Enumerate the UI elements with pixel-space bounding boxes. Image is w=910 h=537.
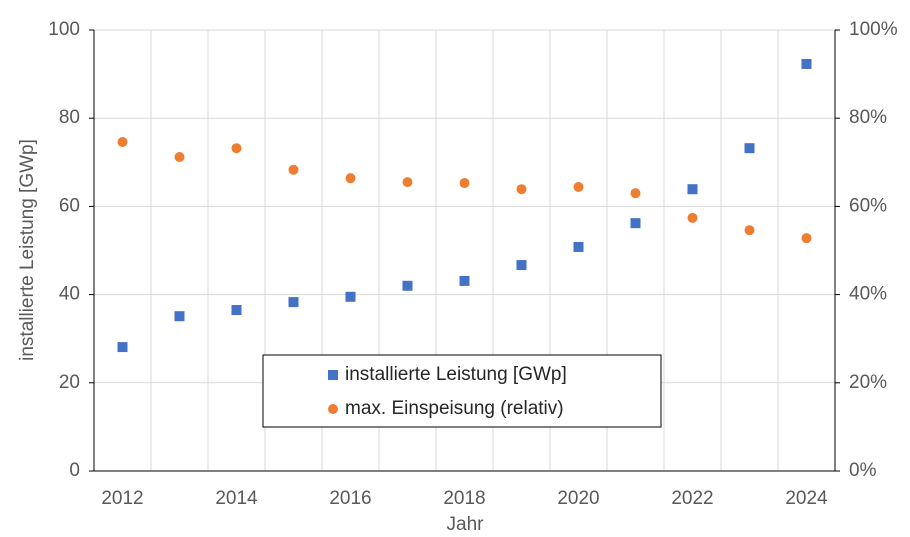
point: [117, 342, 128, 353]
y-tick-label: 0: [69, 460, 80, 481]
point: [459, 178, 470, 189]
series: [117, 58, 812, 353]
y-tick-label: 20: [59, 372, 80, 393]
point: [687, 212, 698, 223]
y2-tick-label: 100%: [849, 19, 898, 40]
y2-tick-label: 20%: [849, 372, 887, 393]
point: [345, 291, 356, 302]
legend-label: max. Einspeisung (relativ): [345, 398, 564, 419]
y-axis-label: installierte Leistung [GWp]: [17, 139, 38, 361]
y2-tick-label: 40%: [849, 284, 887, 305]
point: [573, 181, 584, 192]
y-tick-label: 40: [59, 284, 80, 305]
y2-tick-label: 80%: [849, 107, 887, 128]
point: [801, 58, 812, 69]
point: [117, 137, 128, 148]
point: [516, 184, 527, 195]
x-tick-label: 2018: [443, 488, 485, 509]
point: [288, 297, 299, 308]
y-tick-label: 60: [59, 195, 80, 216]
x-tick-label: 2016: [329, 488, 371, 509]
x-tick-label: 2022: [671, 488, 713, 509]
point: [288, 164, 299, 175]
point: [174, 311, 185, 322]
x-tick-label: 2024: [785, 488, 828, 509]
point: [630, 188, 641, 199]
y-tick-label: 100: [48, 19, 80, 40]
y2-tick-label: 0%: [849, 460, 877, 481]
point: [459, 275, 470, 286]
x-tick-label: 2012: [101, 488, 143, 509]
point: [744, 143, 755, 154]
point: [630, 218, 641, 229]
point: [231, 305, 242, 316]
point: [744, 225, 755, 236]
point: [402, 280, 413, 291]
point: [516, 260, 527, 271]
point: [402, 177, 413, 188]
point: [328, 404, 338, 414]
point: [231, 143, 242, 154]
point: [801, 233, 812, 244]
x-axis-label: Jahr: [447, 514, 485, 535]
legend-label: installierte Leistung [GWp]: [345, 364, 567, 385]
x-tick-label: 2020: [557, 488, 599, 509]
x-tick-label: 2014: [215, 488, 258, 509]
point: [345, 173, 356, 184]
y-tick-label: 80: [59, 107, 80, 128]
legend-box: [262, 354, 662, 428]
point: [328, 370, 338, 380]
legend: installierte Leistung [GWp] max. Einspeis…: [262, 354, 662, 428]
point: [687, 184, 698, 195]
series: [117, 137, 812, 244]
y2-tick-label: 60%: [849, 195, 887, 216]
point: [573, 241, 584, 252]
point: [174, 152, 185, 163]
